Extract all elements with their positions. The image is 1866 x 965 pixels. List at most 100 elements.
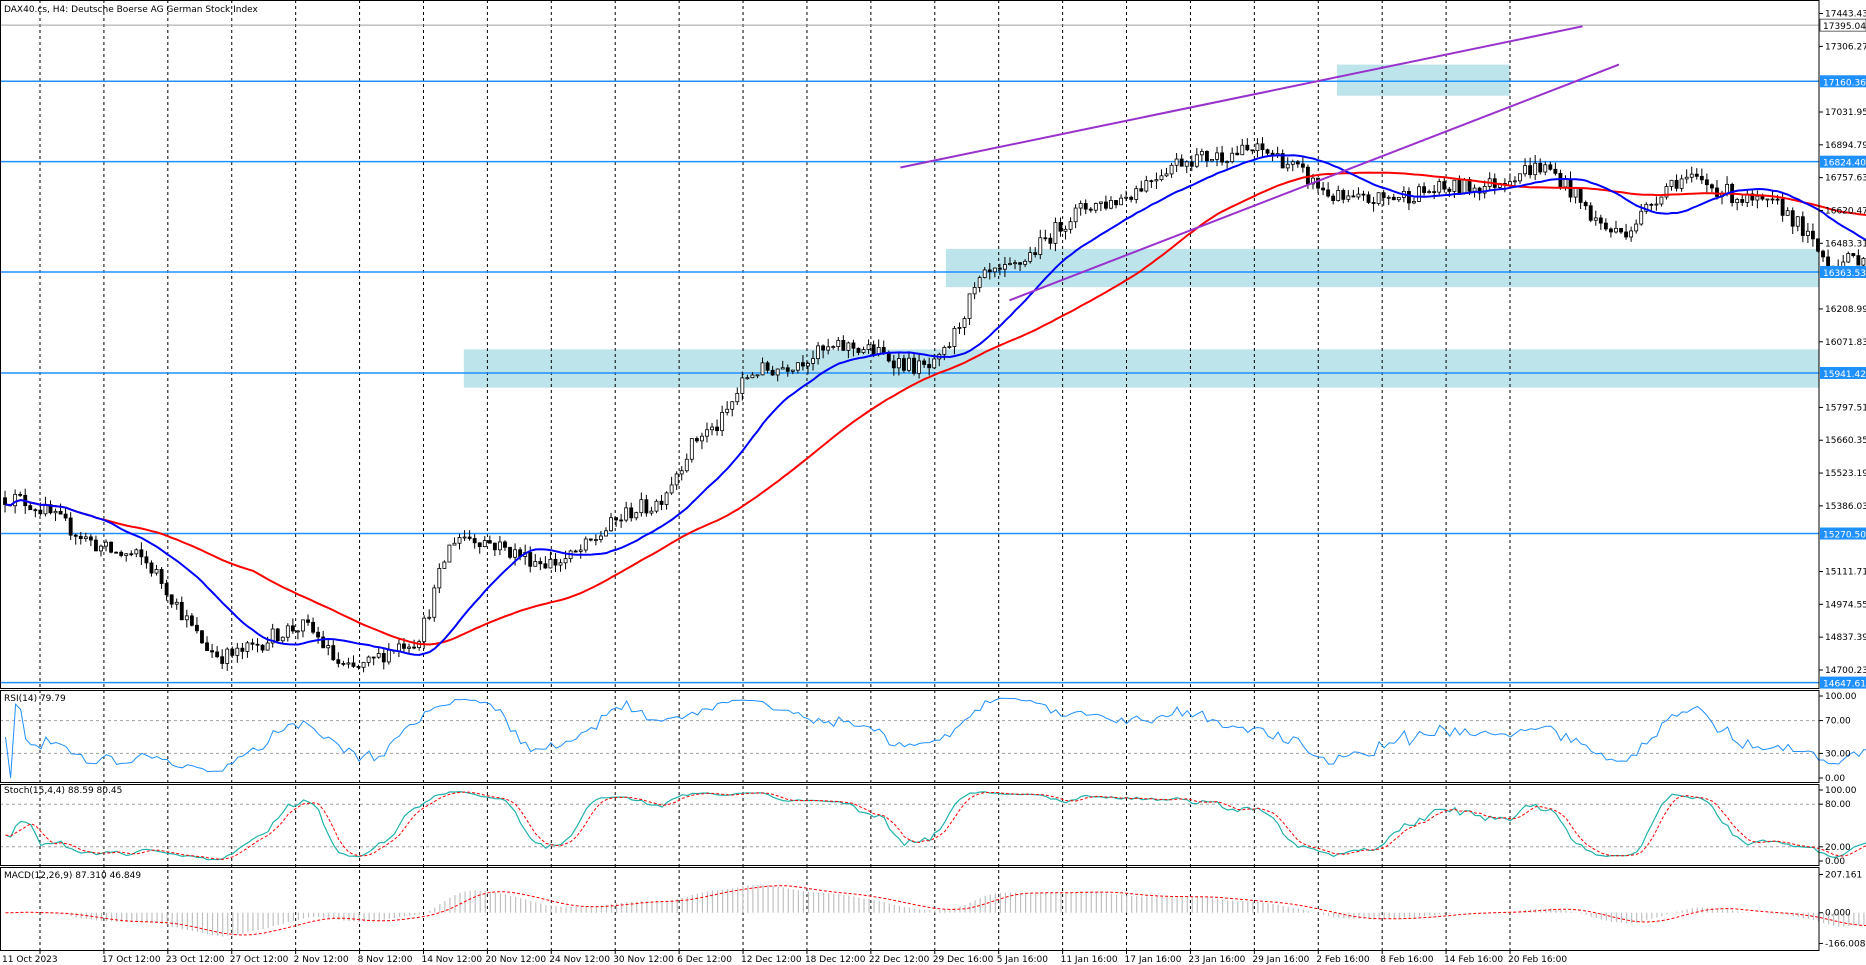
sma-fast-line — [5, 154, 1866, 656]
candle-body — [1326, 189, 1331, 197]
candle-body — [321, 636, 326, 649]
candle-body — [811, 358, 815, 364]
trend-channel[interactable] — [900, 25, 1620, 302]
candle-body — [1699, 175, 1704, 181]
candle-body — [1174, 158, 1179, 166]
candle-body — [1083, 203, 1088, 210]
stoch-tick-label-1: 80.00 — [1825, 800, 1851, 810]
candle-body — [311, 621, 315, 633]
candle-body — [149, 562, 154, 574]
candle-body — [119, 551, 124, 556]
candle-body — [856, 347, 861, 353]
candle-body — [881, 347, 886, 354]
candle-body — [553, 558, 558, 566]
y-tick-label-8: 16071.83 — [1825, 338, 1866, 348]
candle-body — [497, 541, 502, 551]
candle-body — [477, 542, 482, 547]
y-tick-label-7: 16208.99 — [1825, 305, 1866, 315]
candle-body — [78, 535, 83, 539]
candle-body — [705, 429, 709, 437]
candle-body — [962, 318, 967, 328]
candle-body — [1300, 163, 1305, 168]
candle-body — [997, 267, 1002, 270]
candle-body — [1775, 198, 1780, 201]
candle-body — [720, 412, 725, 432]
candle-body — [1533, 162, 1538, 176]
candle-body — [371, 656, 376, 659]
candle-body — [1457, 179, 1462, 194]
candle-body — [932, 358, 937, 369]
candle-body — [912, 357, 916, 374]
candle-body — [1417, 186, 1421, 202]
y-tick-label-3: 16894.79 — [1825, 141, 1866, 151]
macd-tick-label-1: 0.000 — [1825, 909, 1851, 919]
candle-body — [1614, 227, 1618, 233]
candle-body — [684, 458, 689, 472]
candle-body — [1851, 253, 1856, 257]
candle-body — [1629, 230, 1634, 238]
candle-body — [1124, 196, 1129, 199]
candle-body — [508, 546, 512, 558]
candle-body — [1250, 149, 1255, 152]
candle-body — [1477, 187, 1482, 194]
candle-body — [725, 408, 730, 413]
candle-body — [1765, 198, 1770, 201]
candle-body — [674, 473, 679, 486]
candle-body — [1583, 202, 1588, 207]
candle-body — [1659, 196, 1664, 205]
chart-title: DAX40.cs, H4: Deutsche Boerse AG German … — [4, 5, 259, 15]
candle-body — [957, 327, 962, 329]
candle-body — [482, 540, 487, 547]
candle-body — [1063, 228, 1068, 232]
candle-body — [1811, 230, 1815, 240]
candle-body — [1649, 203, 1654, 206]
candle-body — [1391, 196, 1396, 201]
candle-body — [1371, 202, 1376, 204]
candle-body — [821, 345, 826, 351]
candle-body — [750, 374, 755, 379]
candle-body — [1856, 255, 1861, 266]
x-tick-label-14: 29 Dec 16:00 — [933, 955, 994, 965]
candle-body — [907, 357, 911, 371]
candle-body — [280, 636, 285, 642]
candle-body — [38, 509, 43, 515]
candle-body — [1472, 187, 1477, 192]
current-price-tag-bg — [1819, 18, 1866, 32]
candle-body — [1210, 158, 1214, 162]
candle-body — [1048, 237, 1053, 244]
candle-body — [1790, 210, 1795, 227]
candle-body — [790, 369, 795, 372]
candle-body — [1548, 164, 1553, 170]
candle-body — [866, 344, 871, 350]
price-tag-bg-2 — [1820, 265, 1866, 278]
candle-body — [1664, 186, 1669, 198]
candle-body — [1119, 197, 1124, 206]
horizontal-price-levels[interactable] — [0, 24, 1819, 684]
candle-body — [649, 510, 654, 514]
moving-averages — [5, 154, 1866, 656]
candle-body — [1427, 191, 1432, 193]
candle-body — [1321, 187, 1326, 191]
candle-body — [265, 642, 270, 651]
candle-body — [583, 538, 588, 551]
candle-body — [1098, 201, 1103, 204]
y-tick-label-14: 14974.55 — [1825, 600, 1866, 610]
candle-body — [381, 653, 386, 663]
candle-body — [795, 362, 800, 371]
price-tag-5: 14647.61 — [1823, 680, 1866, 690]
stoch-signal-line — [5, 791, 1866, 860]
candle-body — [1068, 221, 1073, 230]
candle-body — [164, 583, 169, 596]
candle-body — [53, 510, 58, 514]
candle-body — [1280, 153, 1285, 169]
candle-body — [452, 542, 457, 546]
x-tick-label-3: 27 Oct 12:00 — [230, 955, 289, 965]
candle-body — [129, 553, 134, 556]
x-tick-label-0: 11 Oct 2023 — [2, 955, 58, 965]
candle-body — [1220, 152, 1225, 163]
candle-body — [169, 594, 174, 605]
candle-body — [735, 392, 740, 403]
candle-body — [987, 269, 992, 273]
